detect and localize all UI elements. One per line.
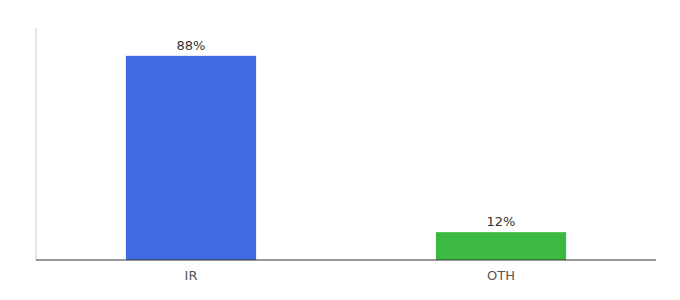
x-axis-line	[36, 259, 656, 260]
bar	[126, 56, 256, 260]
bars	[126, 56, 566, 260]
data-labels: 88% 12%	[177, 38, 516, 229]
y-axis-line	[36, 28, 37, 260]
chart: 88% 12% IR OTH	[0, 0, 680, 300]
data-label: 88%	[177, 38, 206, 53]
data-label: 12%	[487, 214, 516, 229]
chart-container: 88% 12% IR OTH	[0, 0, 680, 300]
x-tick-label: OTH	[487, 268, 515, 283]
x-tick-label: IR	[185, 268, 198, 283]
bar	[436, 232, 566, 260]
x-tick-labels: IR OTH	[185, 268, 515, 283]
page: {"chart_data": {"type": "bar", "categori…	[0, 0, 680, 300]
